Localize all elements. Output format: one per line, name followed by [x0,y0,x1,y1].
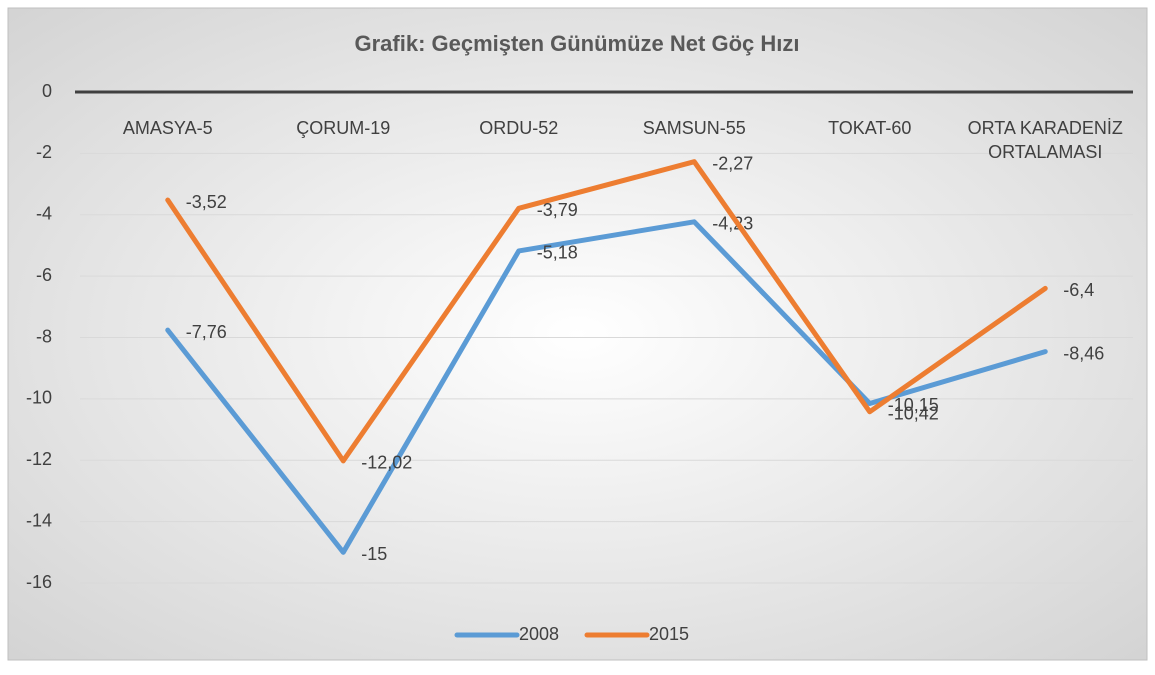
y-tick-label: -16 [26,572,52,592]
data-label: -3,52 [186,192,227,212]
data-label: -10,42 [888,404,939,424]
y-tick-label: -4 [36,204,52,224]
y-tick-label: -10 [26,388,52,408]
legend-label: 2008 [519,624,559,644]
data-label: -10,15 [888,395,939,415]
legend-label: 2015 [649,624,689,644]
y-tick-label: 0 [42,81,52,101]
y-tick-label: -2 [36,142,52,162]
y-tick-label: -14 [26,510,52,530]
x-tick-label: ÇORUM-19 [296,118,391,138]
chart-title: Grafik: Geçmişten Günümüze Net Göç Hızı [355,31,800,56]
data-label: -5,18 [537,243,578,263]
y-tick-label: -12 [26,449,52,469]
x-tick-label: TOKAT-60 [828,118,912,138]
x-tick-label: SAMSUN-55 [642,118,746,138]
data-label: -7,76 [186,322,227,342]
data-label: -15 [361,544,387,564]
series-line [165,159,1048,464]
data-label: -8,46 [1063,343,1104,363]
y-tick-label: -6 [36,265,52,285]
x-tick-label: AMASYA-5 [122,118,213,138]
data-label: -12,02 [361,453,412,473]
series-line [165,219,1048,555]
data-label: -2,27 [712,153,753,173]
x-tick-label: ORTA KARADENİZ ORTALAMASI [967,118,1123,162]
chart-background [7,7,1148,661]
x-tick-label: ORDU-52 [479,118,559,138]
data-label: -6,4 [1063,280,1094,300]
data-label: -3,79 [537,200,578,220]
y-tick-label: -8 [36,326,52,346]
